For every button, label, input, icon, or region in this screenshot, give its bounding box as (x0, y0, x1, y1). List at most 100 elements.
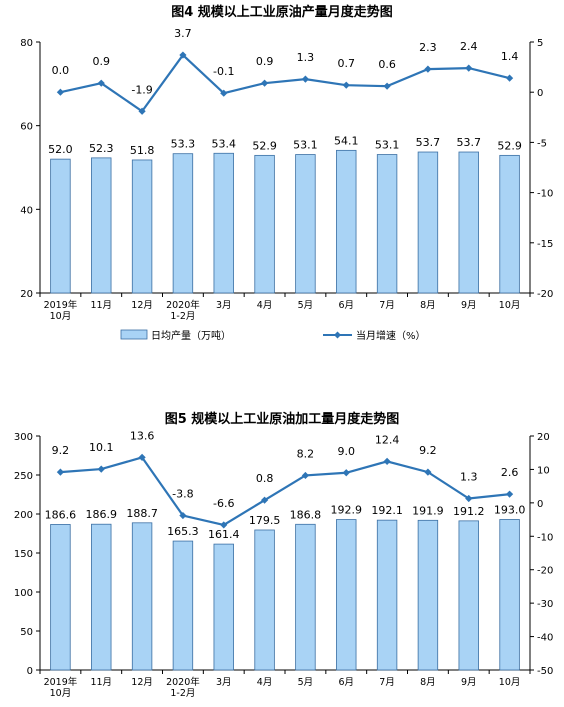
fig5-bar (376, 519, 398, 671)
fig5-right-tick-label: 0 (537, 499, 543, 510)
fig5-growth-value-label: 9.0 (338, 445, 356, 458)
fig5-growth-value-label: 9.2 (52, 444, 70, 457)
fig5-bar-value-label: 186.8 (290, 508, 322, 521)
fig4-bar-value-label: 53.7 (416, 136, 441, 149)
fig4-growth-marker (424, 65, 432, 73)
fig5-growth-value-label: 12.4 (375, 433, 400, 446)
fig4-growth-marker (97, 79, 105, 87)
fig4-x-tick-label: 2020年 1-2月 (166, 299, 200, 322)
fig4-bar (50, 158, 71, 294)
fig5-bar-value-label: 179.5 (249, 514, 281, 527)
fig4-growth-marker (260, 79, 269, 87)
fig4-growth-marker (383, 82, 391, 90)
fig4-bar-value-label: 53.4 (212, 137, 237, 150)
fig5-x-tick-label: 4月 (257, 677, 273, 688)
fig5-growth-value-label: 8.2 (297, 447, 315, 460)
fig5-bar-value-label: 165.3 (167, 525, 199, 538)
fig5-bar (131, 522, 153, 671)
fig4-growth-marker (179, 51, 187, 59)
fig5-bar-value-label: 186.6 (45, 508, 77, 521)
fig5-growth-value-label: 9.2 (419, 444, 437, 457)
fig5-x-tick-label: 2019年 10月 (44, 676, 78, 699)
fig5-growth-marker (138, 453, 146, 461)
fig4-growth-value-label: 0.0 (52, 64, 70, 77)
fig4-x-tick-label: 3月 (216, 300, 232, 311)
fig4-right-tick-label: 5 (537, 38, 543, 49)
fig4-right-tick-label: -5 (537, 138, 547, 149)
fig4-growth-marker (301, 75, 310, 83)
fig4-x-tick-label: 5月 (298, 300, 314, 311)
fig4-bar (458, 151, 479, 294)
fig4-growth-value-label: 2.4 (460, 40, 478, 53)
fig4-bar-value-label: 53.1 (375, 139, 400, 152)
fig5-x-tick-label: 6月 (338, 677, 354, 688)
fig5-right-tick-label: -50 (537, 666, 553, 677)
fig5-bar-value-label: 186.9 (86, 508, 118, 521)
fig4-bar-value-label: 52.9 (497, 139, 522, 152)
fig5-title: 图5 规模以上工业原油加工量月度走势图 (165, 411, 400, 427)
fig5-growth-value-label: -6.6 (213, 497, 234, 510)
fig5-bar (499, 519, 520, 671)
fig4-x-tick-label: 9月 (461, 300, 477, 311)
fig4-left-tick-label: 20 (20, 289, 33, 300)
fig4-x-tick-label: 4月 (257, 300, 273, 311)
fig4-bar (131, 159, 153, 294)
fig4-bar (91, 157, 112, 294)
fig5-growth-value-label: 1.3 (460, 471, 478, 484)
fig5-bar (213, 543, 234, 671)
fig5-growth-marker (301, 471, 310, 480)
fig4-bar-value-label: 53.3 (171, 138, 196, 151)
fig4-growth-value-label: 0.7 (338, 57, 356, 70)
fig5-left-tick-label: 300 (14, 432, 33, 443)
fig5-bar-value-label: 193.0 (494, 503, 526, 516)
fig4-x-tick-label: 12月 (131, 300, 153, 311)
fig5-right-tick-label: -10 (537, 532, 553, 543)
fig5-growth-marker (56, 468, 65, 476)
fig4-bar-value-label: 52.0 (48, 143, 73, 156)
fig5-bar (458, 520, 479, 671)
fig4-x-tick-label: 11月 (90, 300, 112, 311)
fig5-growth-value-label: 0.8 (256, 472, 274, 485)
fig5-growth-marker (220, 521, 228, 529)
fig5-left-tick-label: 100 (14, 588, 33, 599)
fig5-bar-value-label: 191.9 (412, 504, 444, 517)
fig5-left-tick-label: 150 (14, 549, 33, 560)
fig4-growth-value-label: 1.4 (501, 50, 519, 63)
fig4-x-tick-label: 10月 (499, 300, 521, 311)
fig5-growth-marker (383, 457, 391, 466)
fig5-growth-value-label: 10.1 (89, 441, 114, 454)
fig4-x-tick-label: 2019年 10月 (44, 299, 78, 322)
fig5-left-tick-label: 0 (27, 666, 33, 677)
fig4-growth-value-label: 0.9 (256, 55, 274, 68)
fig5-right-tick-label: -40 (537, 633, 553, 644)
fig5-right-tick-label: -20 (537, 566, 553, 577)
fig5-chart: 图5 规模以上工业原油加工量月度走势图050100150200250300-50… (14, 411, 553, 699)
fig4-right-tick-label: -10 (537, 189, 553, 200)
fig5-growth-marker (97, 465, 105, 473)
fig4-title: 图4 规模以上工业原油产量月度走势图 (171, 4, 393, 20)
fig5-bar (91, 523, 112, 671)
fig4-growth-marker (56, 88, 65, 96)
fig4-growth-value-label: 0.9 (93, 55, 111, 68)
fig5-x-tick-label: 5月 (298, 677, 314, 688)
fig4-growth-value-label: 3.7 (174, 27, 192, 40)
fig4-growth-value-label: 1.3 (297, 51, 315, 64)
fig5-growth-marker (342, 469, 350, 477)
fig4-right-tick-label: -20 (537, 289, 553, 300)
fig4-bar-value-label: 52.9 (252, 139, 277, 152)
fig4-bar-value-label: 53.1 (293, 139, 318, 152)
fig4-bar (417, 151, 439, 294)
fig5-bar-value-label: 191.2 (453, 505, 485, 518)
fig5-growth-marker (424, 468, 432, 476)
fig4-bar-value-label: 53.7 (457, 136, 482, 149)
fig4-bar (499, 154, 520, 294)
fig4-bar-value-label: 51.8 (130, 144, 155, 157)
fig5-growth-marker (260, 496, 269, 504)
fig5-x-tick-label: 3月 (216, 677, 232, 688)
fig4-x-tick-label: 8月 (420, 300, 436, 311)
fig4-growth-marker (138, 107, 146, 115)
fig5-x-tick-label: 7月 (379, 677, 395, 688)
fig4-chart: 图4 规模以上工业原油产量月度走势图20406080-20-15-10-5052… (20, 4, 553, 342)
fig5-growth-marker (505, 490, 514, 498)
fig4-legend-line-marker (334, 331, 341, 339)
